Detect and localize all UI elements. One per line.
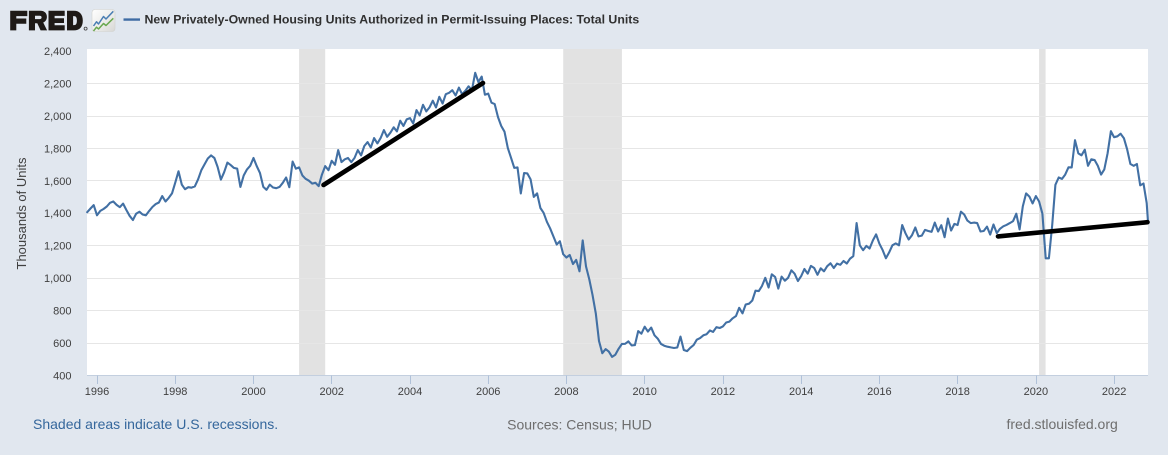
svg-text:2010: 2010 — [632, 386, 656, 398]
svg-text:1,600: 1,600 — [44, 176, 72, 188]
svg-text:400: 400 — [53, 371, 71, 383]
svg-text:2016: 2016 — [867, 386, 891, 398]
svg-text:1998: 1998 — [163, 386, 187, 398]
svg-text:1,800: 1,800 — [44, 143, 72, 155]
svg-text:1996: 1996 — [85, 386, 109, 398]
svg-text:2,400: 2,400 — [44, 46, 72, 58]
svg-text:2,000: 2,000 — [44, 111, 72, 123]
svg-text:New Privately-Owned Housing Un: New Privately-Owned Housing Units Author… — [145, 13, 640, 27]
svg-text:2020: 2020 — [1024, 386, 1048, 398]
svg-text:2004: 2004 — [398, 386, 422, 398]
svg-text:2008: 2008 — [554, 386, 578, 398]
svg-text:1,200: 1,200 — [44, 241, 72, 253]
svg-text:1,400: 1,400 — [44, 208, 72, 220]
svg-text:800: 800 — [53, 306, 71, 318]
svg-text:Shaded areas indicate U.S. rec: Shaded areas indicate U.S. recessions. — [33, 416, 278, 432]
svg-text:fred.stlouisfed.org: fred.stlouisfed.org — [1007, 416, 1118, 432]
svg-text:Thousands of Units: Thousands of Units — [14, 157, 29, 270]
svg-text:2006: 2006 — [476, 386, 500, 398]
svg-text:2022: 2022 — [1102, 386, 1126, 398]
svg-text:1,000: 1,000 — [44, 273, 72, 285]
svg-text:Sources: Census; HUD: Sources: Census; HUD — [507, 416, 652, 432]
svg-text:2002: 2002 — [319, 386, 343, 398]
svg-text:2,200: 2,200 — [44, 79, 72, 91]
svg-text:2014: 2014 — [789, 386, 813, 398]
svg-text:2000: 2000 — [241, 386, 265, 398]
svg-text:600: 600 — [53, 338, 71, 350]
svg-text:2018: 2018 — [945, 386, 969, 398]
svg-text:2012: 2012 — [711, 386, 735, 398]
